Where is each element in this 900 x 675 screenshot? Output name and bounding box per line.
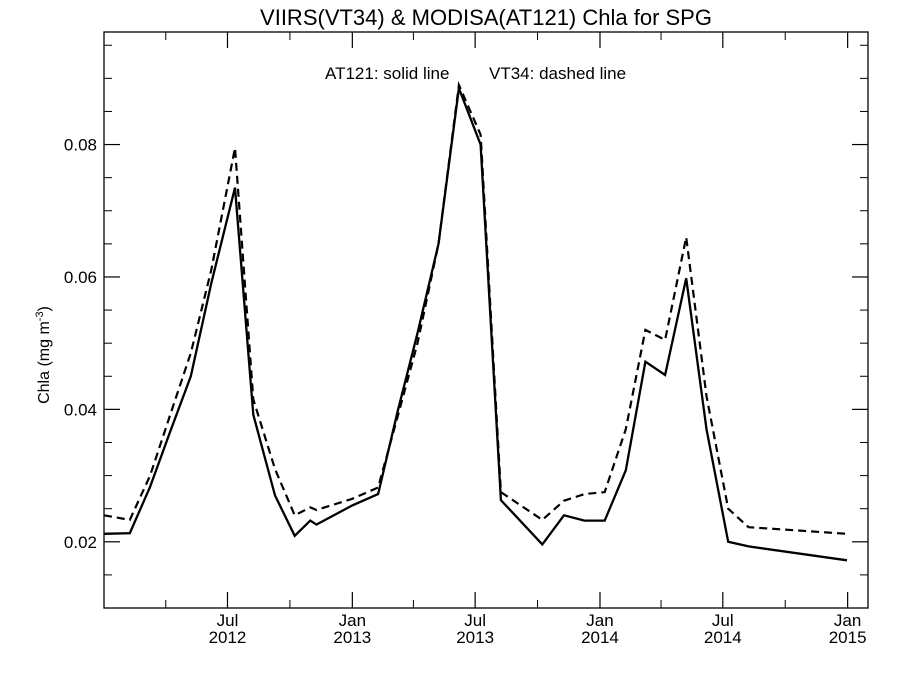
series-layer xyxy=(103,80,848,562)
x-tick-label-month: Jul xyxy=(712,611,734,630)
x-tick-label-month: Jul xyxy=(217,611,239,630)
series-line-at121 xyxy=(103,87,848,562)
annotation-dashed-line: VT34: dashed line xyxy=(489,64,626,83)
x-tick-label-year: 2014 xyxy=(581,628,619,647)
y-axis-label-close: ) xyxy=(36,306,53,311)
series-line-vt34 xyxy=(103,80,848,535)
x-tick-label-month: Jan xyxy=(834,611,861,630)
chart-title: VIIRS(VT34) & MODISA(AT121) Chla for SPG xyxy=(260,5,712,30)
x-tick-label-month: Jul xyxy=(464,611,486,630)
y-axis-label-superscript: -3 xyxy=(34,311,46,321)
y-tick-label: 0.08 xyxy=(64,136,97,155)
x-tick-label-year: 2014 xyxy=(704,628,742,647)
plot-frame xyxy=(103,31,869,609)
x-tick-label-month: Jan xyxy=(339,611,366,630)
x-tick-label-year: 2012 xyxy=(209,628,247,647)
axis-ticks: 0.020.040.060.08Jul2012Jan2013Jul2013Jan… xyxy=(64,32,868,647)
y-tick-label: 0.02 xyxy=(64,533,97,552)
y-axis-label: Chla (mg m-3) xyxy=(34,306,53,404)
y-axis-label-main: Chla (mg m xyxy=(36,321,53,404)
y-tick-label: 0.04 xyxy=(64,400,97,419)
x-tick-label-month: Jan xyxy=(586,611,613,630)
x-tick-label-year: 2013 xyxy=(456,628,494,647)
x-tick-label-year: 2013 xyxy=(333,628,371,647)
annotation-solid-line: AT121: solid line xyxy=(325,64,449,83)
x-tick-label-year: 2015 xyxy=(829,628,867,647)
y-tick-label: 0.06 xyxy=(64,268,97,287)
